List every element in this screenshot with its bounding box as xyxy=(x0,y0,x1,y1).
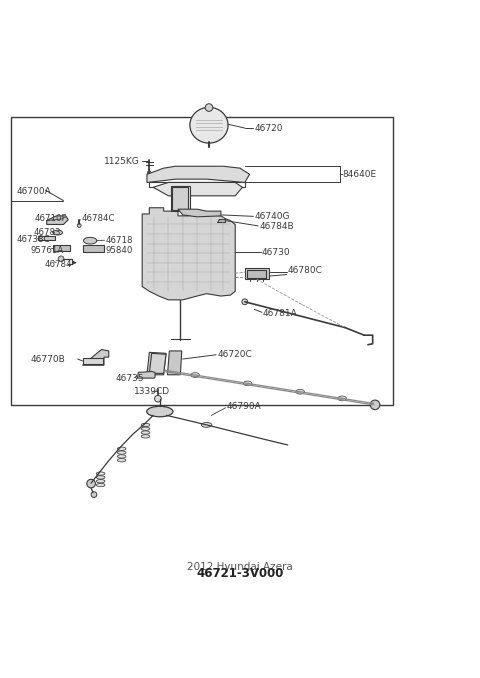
Text: 46784B: 46784B xyxy=(259,222,294,231)
Ellipse shape xyxy=(117,447,126,450)
Text: 46710F: 46710F xyxy=(35,214,67,223)
Polygon shape xyxy=(142,207,235,300)
Ellipse shape xyxy=(201,422,212,427)
Text: 46780C: 46780C xyxy=(288,266,323,275)
Polygon shape xyxy=(172,187,189,210)
Circle shape xyxy=(370,400,380,410)
Ellipse shape xyxy=(243,381,252,386)
Polygon shape xyxy=(83,245,104,252)
Text: 46720C: 46720C xyxy=(217,351,252,359)
Polygon shape xyxy=(84,358,103,364)
Text: 1125KG: 1125KG xyxy=(104,157,140,166)
Ellipse shape xyxy=(141,431,150,434)
Text: 2012 Hyundai Azera: 2012 Hyundai Azera xyxy=(187,562,293,572)
Text: 46720: 46720 xyxy=(254,123,283,133)
Polygon shape xyxy=(137,372,155,378)
Polygon shape xyxy=(147,353,166,375)
Text: 46770B: 46770B xyxy=(31,355,66,363)
Ellipse shape xyxy=(84,237,97,244)
Polygon shape xyxy=(217,219,225,222)
Circle shape xyxy=(242,299,248,304)
Text: 46781A: 46781A xyxy=(263,308,298,318)
Ellipse shape xyxy=(141,427,150,431)
Text: 95761A: 95761A xyxy=(30,245,63,255)
Polygon shape xyxy=(168,351,182,375)
Text: 46740G: 46740G xyxy=(254,212,290,221)
Text: 46784: 46784 xyxy=(44,260,72,269)
Circle shape xyxy=(147,171,151,175)
Ellipse shape xyxy=(117,451,126,454)
Circle shape xyxy=(155,395,161,402)
Text: 1339CD: 1339CD xyxy=(134,386,170,395)
Text: 46783: 46783 xyxy=(34,228,61,237)
Polygon shape xyxy=(38,237,55,240)
Ellipse shape xyxy=(96,476,105,479)
Polygon shape xyxy=(47,216,68,224)
Ellipse shape xyxy=(53,231,62,235)
Bar xyxy=(11,117,393,405)
Ellipse shape xyxy=(96,483,105,487)
Ellipse shape xyxy=(117,458,126,462)
Polygon shape xyxy=(147,166,250,182)
Bar xyxy=(149,182,245,187)
Circle shape xyxy=(77,224,81,227)
Text: 84640E: 84640E xyxy=(343,170,377,179)
Polygon shape xyxy=(83,349,109,365)
Polygon shape xyxy=(171,186,190,211)
Ellipse shape xyxy=(117,455,126,458)
Circle shape xyxy=(91,492,97,498)
Polygon shape xyxy=(149,353,166,374)
Polygon shape xyxy=(247,271,266,278)
Ellipse shape xyxy=(147,406,173,417)
Ellipse shape xyxy=(190,107,228,143)
Text: 46718: 46718 xyxy=(106,236,133,245)
Text: 46700A: 46700A xyxy=(17,186,51,195)
Text: 46730: 46730 xyxy=(262,247,290,257)
Ellipse shape xyxy=(338,396,347,401)
Text: 46790A: 46790A xyxy=(227,402,262,412)
Text: 46738C: 46738C xyxy=(17,235,50,244)
Circle shape xyxy=(205,104,213,111)
Ellipse shape xyxy=(141,435,150,438)
Ellipse shape xyxy=(191,373,199,378)
Text: 95840: 95840 xyxy=(106,245,133,255)
Polygon shape xyxy=(53,245,70,251)
Polygon shape xyxy=(178,210,221,217)
Ellipse shape xyxy=(96,479,105,483)
Text: 46721-3V000: 46721-3V000 xyxy=(196,567,284,580)
Ellipse shape xyxy=(96,472,105,475)
Circle shape xyxy=(58,256,64,262)
Polygon shape xyxy=(153,182,242,196)
Ellipse shape xyxy=(296,389,304,394)
Text: 46735: 46735 xyxy=(116,374,144,382)
Ellipse shape xyxy=(141,423,150,426)
Circle shape xyxy=(87,479,96,488)
Text: 46784C: 46784C xyxy=(82,214,115,223)
Polygon shape xyxy=(245,268,269,279)
